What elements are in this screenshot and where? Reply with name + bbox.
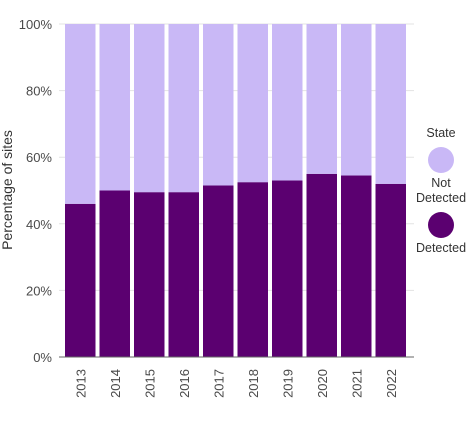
- bar-not-detected-2022: [375, 24, 406, 184]
- bar-detected-2014: [99, 190, 130, 357]
- bar-not-detected-2017: [203, 24, 234, 186]
- x-tick-label: 2014: [108, 369, 123, 398]
- bar-detected-2013: [65, 203, 96, 357]
- legend-label-detected: Detected: [415, 241, 467, 255]
- y-tick-label: 0%: [33, 350, 52, 365]
- x-tick-label: 2018: [246, 369, 261, 398]
- y-tick-label: 40%: [26, 217, 52, 232]
- x-tick-label: 2013: [73, 369, 88, 398]
- x-tick-label: 2022: [384, 369, 399, 398]
- x-tick-label: 2017: [211, 369, 226, 398]
- bar-not-detected-2018: [237, 24, 268, 183]
- x-tick-label: 2015: [142, 369, 157, 398]
- x-tick-label: 2021: [349, 369, 364, 398]
- y-axis-ticks: 0% 20% 40% 60% 80% 100%: [19, 17, 53, 365]
- bar-detected-2019: [272, 180, 303, 357]
- legend-swatch-detected: [428, 212, 454, 238]
- bar-detected-2017: [203, 185, 234, 357]
- y-axis-label: Percentage of sites: [0, 130, 15, 250]
- legend: State Not Detected Detected: [408, 126, 470, 262]
- bar-detected-2015: [134, 192, 165, 357]
- x-tick-label: 2019: [280, 369, 295, 398]
- bar-not-detected-2014: [99, 24, 130, 191]
- legend-label-not-detected: Not Detected: [415, 176, 467, 205]
- bar-detected-2018: [237, 182, 268, 357]
- bar-not-detected-2020: [306, 24, 337, 174]
- x-axis-ticks: 2013 2014 2015 2016 2017 2018 2019 2020 2021 2022: [73, 369, 399, 398]
- bars: [65, 24, 406, 357]
- y-tick-label: 20%: [26, 283, 52, 298]
- x-tick-label: 2016: [177, 369, 192, 398]
- legend-title: State: [426, 126, 456, 140]
- bar-not-detected-2019: [272, 24, 303, 181]
- legend-swatch-not-detected: [428, 147, 454, 173]
- bar-not-detected-2021: [341, 24, 372, 176]
- y-tick-label: 60%: [26, 150, 52, 165]
- bar-detected-2021: [341, 175, 372, 357]
- x-tick-label: 2020: [315, 369, 330, 398]
- bar-detected-2020: [306, 173, 337, 357]
- bar-detected-2022: [375, 183, 406, 357]
- bar-not-detected-2013: [65, 24, 96, 204]
- bar-detected-2016: [168, 192, 199, 357]
- bar-not-detected-2015: [134, 24, 165, 193]
- y-tick-label: 80%: [26, 84, 52, 99]
- bar-not-detected-2016: [168, 24, 199, 193]
- y-tick-label: 100%: [19, 17, 53, 32]
